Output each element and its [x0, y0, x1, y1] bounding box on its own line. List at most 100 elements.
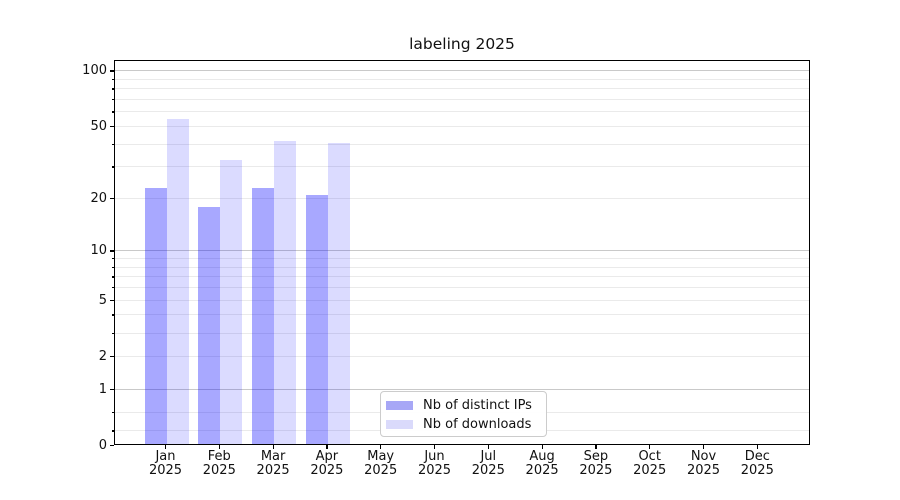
x-tick-year-nov: 2025 [686, 463, 721, 478]
x-tick-month-jan: Jan [155, 449, 176, 464]
x-tick-mark-may [380, 445, 382, 449]
x-tick-label-jun: Jun 2025 [405, 450, 465, 478]
y-minortick-7 [111, 276, 114, 278]
gridline-minor-90 [114, 78, 810, 80]
y-minortick-30 [111, 166, 114, 168]
bar-distinct-ips-mar [252, 188, 275, 445]
x-tick-label-jan: Jan 2025 [136, 450, 196, 478]
x-tick-mark-aug [541, 445, 543, 449]
y-tick-label-20: 20 [90, 190, 107, 206]
x-tick-year-sep: 2025 [579, 463, 613, 478]
y-minortick-90 [111, 78, 114, 81]
x-tick-label-feb: Feb 2025 [189, 450, 249, 478]
gridline-minor-7 [114, 276, 810, 278]
y-minortick-50 [111, 125, 114, 128]
y-tick-mark-0 [110, 445, 114, 447]
y-minortick-20 [111, 197, 114, 200]
y-tick-label-1: 1 [98, 381, 107, 397]
y-minortick-80 [111, 88, 114, 90]
x-tick-mark-jun [434, 445, 436, 449]
x-tick-label-may: May 2025 [351, 450, 411, 478]
x-tick-year-aug: 2025 [525, 463, 559, 478]
x-tick-label-apr: Apr 2025 [297, 450, 357, 478]
gridline-minor-2 [114, 355, 810, 357]
x-tick-month-mar: Mar [260, 449, 286, 464]
gridline-minor-5 [114, 299, 810, 301]
bar-downloads-feb [220, 159, 243, 445]
legend-item-downloads: Nb of downloads [386, 417, 546, 432]
x-tick-label-aug: Aug 2025 [512, 450, 572, 478]
y-minortick-4 [111, 314, 114, 316]
x-tick-year-oct: 2025 [633, 463, 667, 478]
legend-label-downloads: Nb of downloads [423, 416, 532, 432]
x-tick-month-jul: Jul [480, 449, 497, 464]
gridline-minor-4 [114, 314, 810, 316]
x-tick-month-dec: Dec [744, 449, 770, 464]
x-tick-year-mar: 2025 [256, 463, 290, 478]
bar-distinct-ips-feb [198, 207, 221, 445]
y-minortick-70 [111, 99, 114, 101]
x-tick-mark-jan [165, 445, 167, 449]
bar-downloads-jan [166, 119, 189, 445]
gridline-minor-6 [114, 287, 810, 289]
chart-title: labeling 2025 [409, 35, 515, 53]
x-tick-label-dec: Dec 2025 [727, 450, 787, 478]
y-tick-label-100: 100 [82, 63, 107, 79]
x-tick-mark-mar [272, 445, 274, 449]
bar-distinct-ips-apr [305, 195, 328, 445]
legend-swatch-distinct-ips [386, 400, 413, 411]
legend-item-distinct-ips: Nb of distinct IPs [386, 398, 546, 413]
x-tick-year-jun: 2025 [417, 463, 452, 478]
y-minortick-9 [111, 258, 114, 260]
gridline-minor-9 [114, 258, 810, 260]
y-minortick-5 [111, 299, 114, 301]
bar-downloads-mar [274, 140, 297, 445]
y-minortick-60 [111, 111, 114, 113]
y-tick-label-2: 2 [98, 348, 107, 364]
x-tick-year-apr: 2025 [310, 463, 344, 478]
x-tick-month-aug: Aug [529, 449, 555, 464]
x-tick-month-nov: Nov [690, 449, 717, 464]
x-tick-month-apr: Apr [315, 449, 339, 464]
y-minortick-3 [111, 332, 114, 334]
x-tick-year-feb: 2025 [202, 463, 236, 478]
gridline-minor-3 [114, 332, 810, 334]
x-tick-year-may: 2025 [364, 463, 398, 478]
y-minortick-6 [111, 287, 114, 289]
bar-downloads-apr [327, 142, 350, 445]
gridline-minor-30 [114, 166, 810, 168]
y-minortick-40 [111, 143, 114, 145]
y-minortick-2 [111, 355, 114, 358]
y-minortick-0.2 [111, 430, 114, 432]
gridline-minor-20 [114, 197, 810, 199]
gridline-minor-60 [114, 111, 810, 113]
y-minortick-0.5 [111, 412, 114, 414]
gridline-minor-80 [114, 88, 810, 90]
x-tick-label-mar: Mar 2025 [243, 450, 303, 478]
x-tick-year-jan: 2025 [148, 463, 183, 478]
gridline-minor-50 [114, 125, 810, 127]
legend-swatch-downloads [386, 419, 413, 430]
y-tick-label-50: 50 [90, 118, 107, 134]
y-tick-label-0: 0 [98, 438, 107, 453]
x-tick-month-oct: Oct [638, 449, 661, 464]
gridline-minor-40 [114, 143, 810, 145]
x-tick-month-sep: Sep [583, 449, 609, 464]
x-tick-label-sep: Sep 2025 [566, 450, 626, 478]
x-tick-month-feb: Feb [207, 449, 231, 464]
x-tick-year-jul: 2025 [471, 463, 505, 478]
x-tick-mark-jul [487, 445, 490, 449]
legend-label-distinct-ips: Nb of distinct IPs [423, 397, 532, 413]
x-tick-mark-oct [649, 445, 651, 449]
gridline-minor-8 [114, 266, 810, 268]
x-tick-month-may: May [367, 449, 395, 464]
x-tick-label-nov: Nov 2025 [674, 450, 734, 478]
gridline-major-100 [114, 70, 810, 72]
y-tick-label-5: 5 [98, 292, 107, 308]
gridline-major-10 [114, 250, 810, 252]
y-tick-label-10: 10 [90, 243, 107, 259]
bar-distinct-ips-jan [144, 188, 167, 445]
y-tick-mark-100 [110, 70, 114, 72]
x-tick-mark-dec [756, 445, 759, 449]
